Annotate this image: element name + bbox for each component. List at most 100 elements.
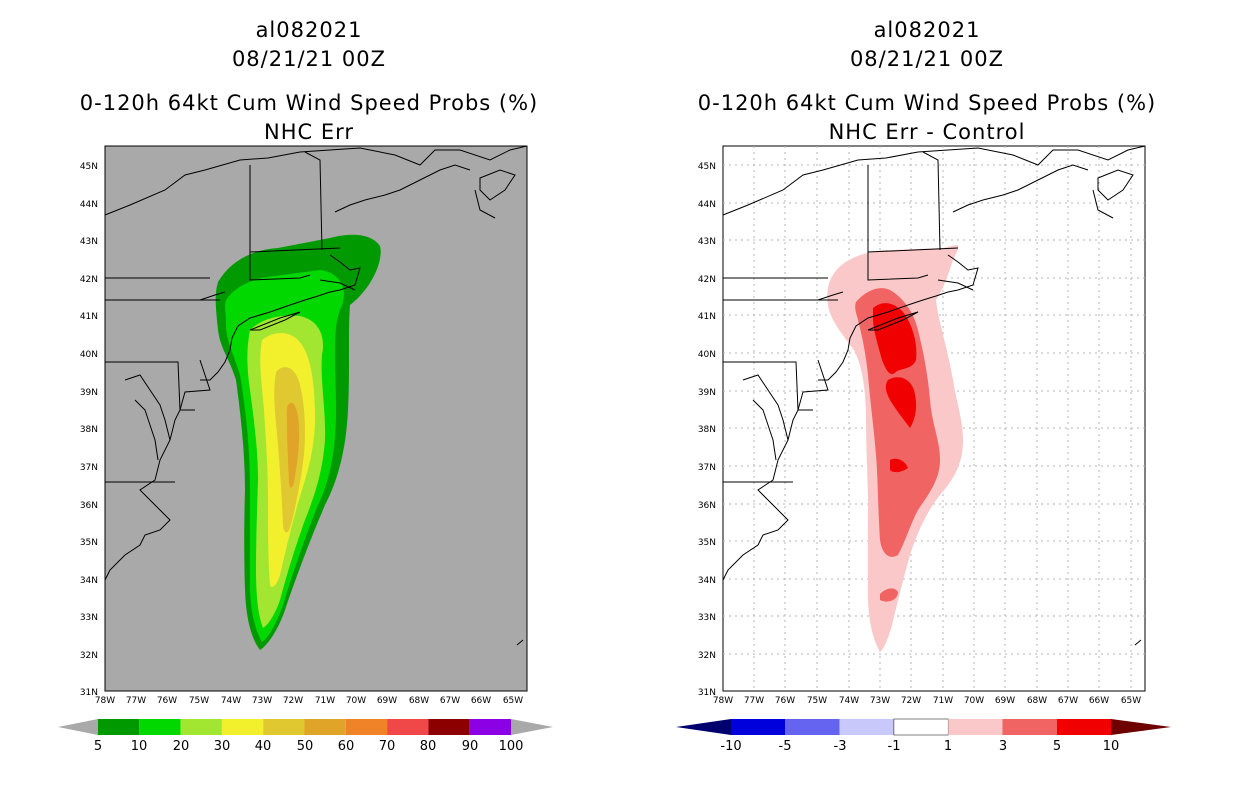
colorbar-swatch	[893, 718, 949, 736]
lon-label: 67W	[440, 696, 460, 706]
lon-label: 73W	[252, 696, 272, 706]
lon-label: 66W	[1089, 696, 1109, 706]
lon-label: 76W	[775, 696, 795, 706]
lat-label: 31N	[698, 688, 716, 698]
lon-label: 69W	[995, 696, 1015, 706]
lat-label: 37N	[698, 463, 716, 473]
lat-label: 33N	[698, 613, 716, 623]
colorbar-swatch	[98, 719, 140, 735]
colorbar-swatch	[948, 719, 1003, 735]
lon-label: 65W	[1121, 696, 1141, 706]
colorbar: 5 10 20 30 40 50 60 70 80 90 100	[58, 719, 553, 754]
colorbar-label: 90	[462, 739, 479, 754]
colorbar-swatch	[1002, 719, 1057, 735]
right-panel: al082021 08/21/21 00Z 0-120h 64kt Cum Wi…	[618, 0, 1236, 800]
lon-label: 78W	[713, 696, 733, 706]
contour-5	[873, 303, 917, 375]
difference-contours	[827, 245, 963, 652]
colorbar-swatch	[180, 719, 222, 735]
lon-label: 71W	[315, 696, 335, 706]
lon-axis: 78W 77W 76W 75W 74W 73W 72W 71W 70W 69W …	[713, 696, 1141, 706]
lon-label: 72W	[901, 696, 921, 706]
colorbar-swatch	[1056, 719, 1112, 735]
lon-label: 78W	[95, 696, 115, 706]
product-title: 0-120h 64kt Cum Wind Speed Probs (%)	[79, 91, 539, 115]
datetime: 08/21/21 00Z	[849, 47, 1005, 71]
lon-label: 67W	[1058, 696, 1078, 706]
left-panel: al082021 08/21/21 00Z 0-120h 64kt Cum Wi…	[58, 18, 553, 754]
contour-50	[286, 402, 300, 488]
lat-label: 32N	[80, 651, 98, 661]
colorbar-label: 30	[214, 739, 231, 754]
colorbar-swatch	[304, 719, 346, 735]
lat-label: 35N	[80, 538, 98, 548]
colorbar-swatch	[387, 719, 429, 735]
lon-label: 72W	[283, 696, 303, 706]
lat-label: 41N	[698, 312, 716, 322]
lat-label: 34N	[80, 576, 98, 586]
lat-axis: 45N 44N 43N 42N 41N 40N 39N 38N 37N 36N …	[698, 162, 716, 698]
datetime: 08/21/21 00Z	[231, 47, 387, 71]
lon-label: 71W	[933, 696, 953, 706]
lon-label: 76W	[157, 696, 177, 706]
colorbar-label: 5	[94, 739, 102, 754]
lon-label: 77W	[744, 696, 764, 706]
colorbar-high-arrow	[1111, 719, 1171, 735]
lat-label: 45N	[698, 162, 716, 172]
colorbar-swatch	[263, 719, 305, 735]
colorbar-swatch	[221, 719, 264, 735]
colorbar-label: -10	[720, 739, 741, 754]
colorbar-swatch	[731, 719, 786, 735]
lon-label: 73W	[870, 696, 890, 706]
lon-label: 70W	[346, 696, 366, 706]
colorbar-label: -5	[779, 739, 792, 754]
lat-label: 37N	[80, 463, 98, 473]
lat-label: 45N	[80, 162, 98, 172]
lon-label: 66W	[471, 696, 491, 706]
lon-label: 75W	[189, 696, 209, 706]
coastlines	[104, 145, 528, 646]
colorbar-label: 50	[297, 739, 314, 754]
colorbar-label: 80	[420, 739, 437, 754]
lat-label: 40N	[698, 350, 716, 360]
probability-contours	[215, 234, 381, 650]
product-title: 0-120h 64kt Cum Wind Speed Probs (%)	[697, 91, 1157, 115]
contour-5	[885, 377, 917, 428]
lat-label: 44N	[80, 200, 98, 210]
colorbar-label: 70	[379, 739, 396, 754]
lat-label: 34N	[698, 576, 716, 586]
lon-label: 65W	[503, 696, 523, 706]
lat-label: 40N	[80, 350, 98, 360]
lon-label: 69W	[377, 696, 397, 706]
contour-5	[890, 458, 908, 473]
lat-label: 44N	[698, 200, 716, 210]
lat-label: 35N	[698, 538, 716, 548]
colorbar-high-arrow	[511, 719, 553, 735]
subtitle: NHC Err	[263, 120, 354, 144]
colorbar-swatch	[785, 719, 840, 735]
lat-label: 38N	[698, 425, 716, 435]
colorbar-swatch	[345, 719, 388, 735]
colorbar-label: 1	[944, 739, 952, 754]
storm-id: al082021	[255, 18, 363, 42]
lat-label: 38N	[80, 425, 98, 435]
colorbar-swatch	[428, 719, 470, 735]
lat-label: 33N	[80, 613, 98, 623]
colorbar-swatch	[839, 719, 894, 735]
colorbar-label: 40	[255, 739, 272, 754]
colorbar-label: 100	[499, 739, 524, 754]
colorbar: -10 -5 -3 -1 1 3 5 10	[676, 718, 1171, 754]
grid-lines	[723, 146, 1145, 691]
colorbar-label: -1	[888, 739, 901, 754]
storm-id: al082021	[873, 18, 981, 42]
contour-3	[855, 288, 940, 557]
colorbar-label: 20	[173, 739, 190, 754]
lon-label: 74W	[839, 696, 859, 706]
colorbar-label: 10	[131, 739, 148, 754]
colorbar-label: -3	[834, 739, 847, 754]
lat-label: 36N	[80, 501, 98, 511]
subtitle: NHC Err - Control	[828, 120, 1026, 144]
lat-axis: 45N 44N 43N 42N 41N 40N 39N 38N 37N 36N …	[80, 162, 98, 698]
lat-label: 39N	[80, 388, 98, 398]
lat-label: 42N	[698, 275, 716, 285]
